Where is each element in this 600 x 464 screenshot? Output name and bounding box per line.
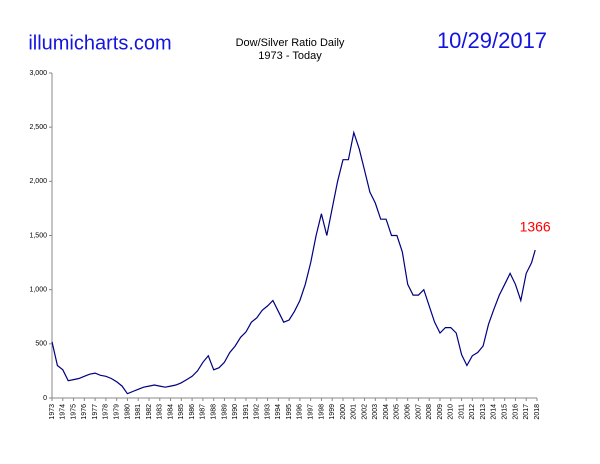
- x-tick-label: 2009: [437, 404, 444, 420]
- x-tick-label: 1993: [264, 404, 271, 420]
- x-tick-label: 1973: [49, 404, 56, 420]
- x-tick-label: 2015: [502, 404, 509, 420]
- x-tick-label: 2003: [372, 404, 379, 420]
- x-tick-label: 1999: [329, 404, 336, 420]
- x-tick-label: 1989: [221, 404, 228, 420]
- x-tick-label: 2005: [394, 404, 401, 420]
- y-tick-label: 1,500: [29, 232, 47, 239]
- x-tick-label: 1987: [200, 404, 207, 420]
- chart-title: Dow/Silver Ratio Daily: [236, 37, 345, 49]
- x-tick-label: 2007: [415, 404, 422, 420]
- x-tick-label: 1982: [146, 404, 153, 420]
- x-tick-label: 1988: [211, 404, 218, 420]
- x-tick-label: 2012: [469, 404, 476, 420]
- x-tick-label: 1984: [167, 404, 174, 420]
- x-tick-label: 2011: [458, 404, 465, 419]
- x-tick-label: 2016: [512, 404, 519, 420]
- x-tick-label: 1977: [92, 404, 99, 420]
- x-tick-label: 1976: [81, 404, 88, 420]
- x-tick-label: 2010: [448, 404, 455, 420]
- y-tick-label: 3,000: [29, 70, 47, 77]
- chart-subtitle: 1973 - Today: [258, 50, 322, 62]
- brand: illumicharts.com: [28, 32, 171, 54]
- x-tick-label: 2002: [361, 404, 368, 420]
- x-tick-label: 1985: [178, 404, 185, 420]
- x-tick-label: 1978: [103, 404, 110, 420]
- y-tick-label: 2,000: [29, 178, 47, 185]
- x-tick-label: 1975: [70, 404, 77, 420]
- x-tick-label: 2006: [405, 404, 412, 420]
- x-tick-label: 1998: [318, 404, 325, 420]
- x-tick-label: 2008: [426, 404, 433, 420]
- y-tick-label: 500: [35, 341, 47, 348]
- y-tick-label: 0: [43, 395, 47, 402]
- x-tick-label: 2017: [523, 404, 530, 420]
- y-tick-label: 2,500: [29, 124, 47, 131]
- x-tick-label: 2014: [491, 404, 498, 420]
- x-tick-label: 1981: [135, 404, 142, 420]
- x-tick-label: 1992: [254, 404, 261, 420]
- x-tick-label: 1979: [114, 404, 121, 420]
- x-tick-label: 2013: [480, 404, 487, 420]
- x-tick-label: 2000: [340, 404, 347, 420]
- data-line: [51, 130, 536, 395]
- y-tick-label: 1,000: [29, 287, 47, 294]
- x-tick-label: 1974: [60, 404, 67, 420]
- x-tick-label: 1986: [189, 404, 196, 420]
- x-tick-label: 1996: [297, 404, 304, 420]
- x-tick-label: 2018: [534, 404, 541, 420]
- x-tick-label: 1995: [286, 404, 293, 420]
- x-tick-label: 2001: [351, 404, 358, 420]
- x-tick-label: 1983: [157, 404, 164, 420]
- x-tick-label: 1994: [275, 404, 282, 420]
- x-tick-label: 1991: [243, 404, 250, 420]
- x-tick-label: 2004: [383, 404, 390, 420]
- x-tick-label: 1997: [308, 404, 315, 420]
- x-tick-label: 1990: [232, 404, 239, 420]
- last-value-label: 1366: [520, 219, 551, 235]
- x-tick-label: 1980: [124, 404, 131, 420]
- date: 10/29/2017: [437, 28, 547, 53]
